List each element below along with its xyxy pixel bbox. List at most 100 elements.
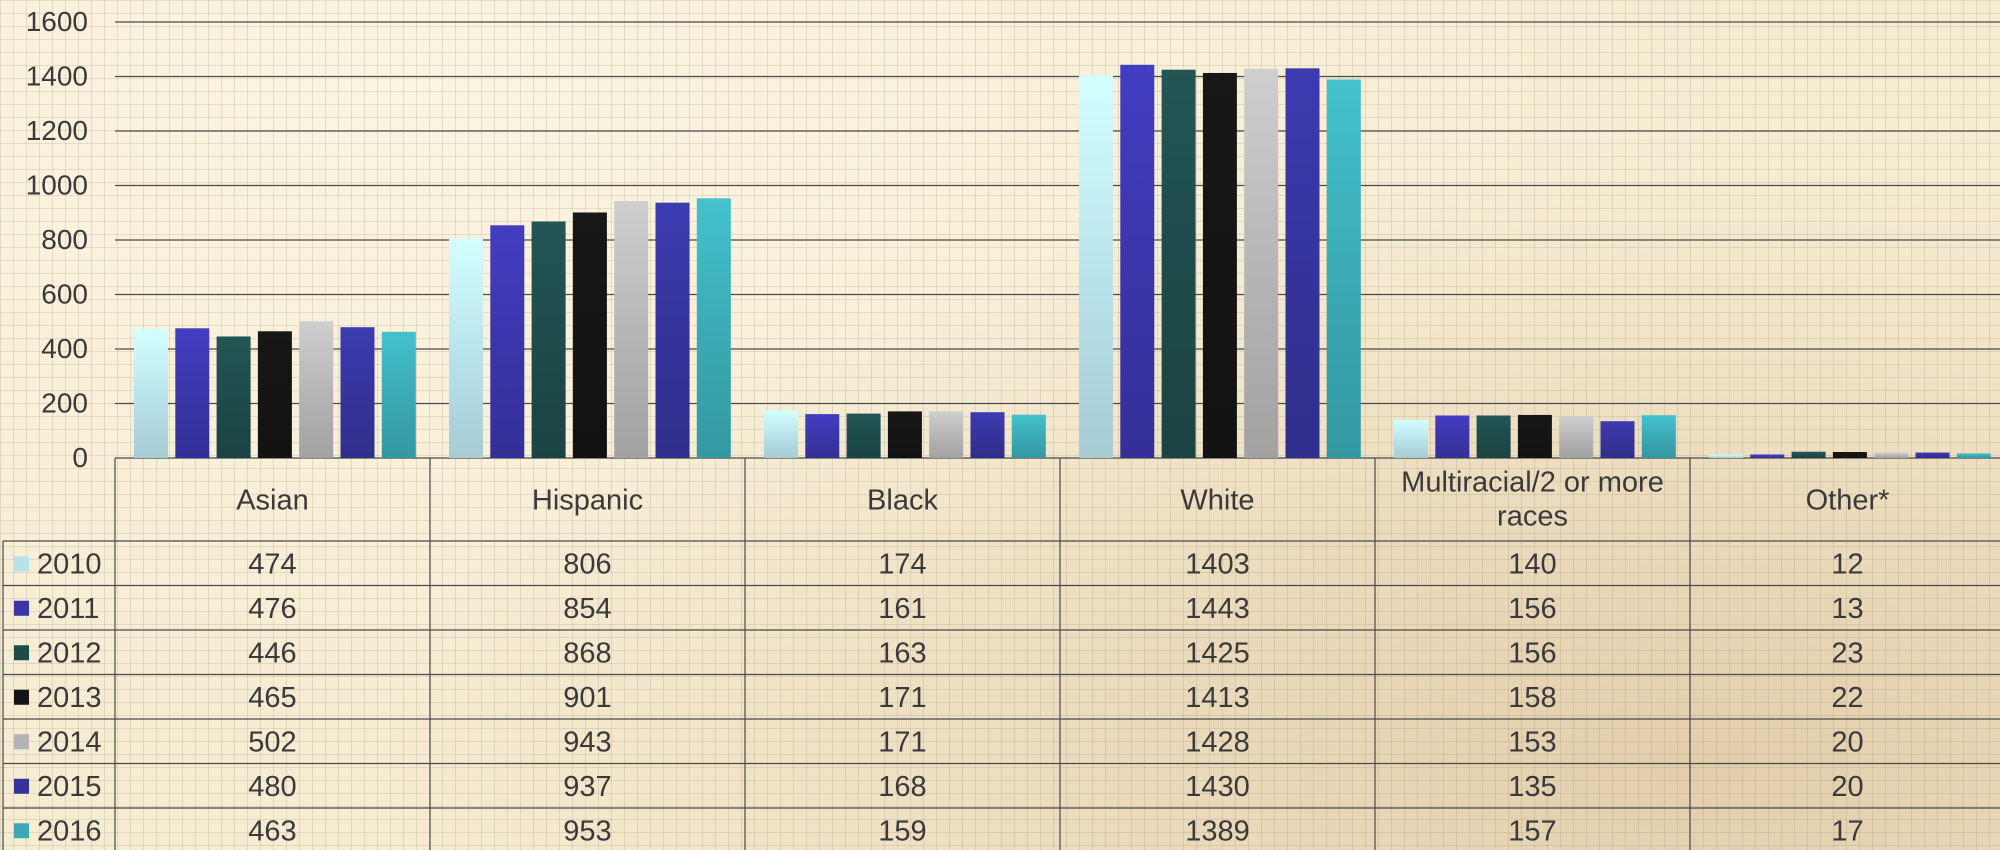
bar-black-2010 <box>764 410 798 458</box>
category-label-multiracial-2-or-more-races: races <box>1497 501 1568 533</box>
table-cell-2012-white: 1425 <box>1185 637 1250 669</box>
legend-label-2012: 2012 <box>37 637 102 669</box>
bar-white-2013 <box>1202 72 1237 459</box>
table-cell-2011-white: 1443 <box>1185 593 1250 625</box>
bar-asian-2015 <box>340 327 375 458</box>
y-tick-label: 400 <box>41 333 88 364</box>
table-cell-2015-black: 168 <box>878 771 926 803</box>
legend-key-2015 <box>14 778 29 794</box>
table-cell-2016-white: 1389 <box>1185 815 1250 847</box>
y-tick-label: 1200 <box>26 115 88 146</box>
bar-black-2011 <box>805 414 840 458</box>
bar-hispanic-2010 <box>449 238 483 458</box>
table-cell-2010-black: 174 <box>878 548 926 580</box>
table-cell-2013-black: 171 <box>878 682 926 714</box>
y-tick-label: 800 <box>41 224 88 255</box>
bar-multiracial-2-or-more-races-2015 <box>1600 421 1635 458</box>
y-tick-label: 1000 <box>26 170 88 201</box>
table-cell-2016-multiracial-2-or-more-races: 157 <box>1508 815 1556 847</box>
table-cell-2014-multiracial-2-or-more-races: 153 <box>1508 726 1556 758</box>
bar-white-2010 <box>1079 75 1113 459</box>
legend-key-2014 <box>14 734 29 750</box>
bar-white-2012 <box>1161 69 1196 458</box>
category-label-multiracial-2-or-more-races: Multiracial/2 or more <box>1401 467 1664 499</box>
table-cell-2010-other: 12 <box>1831 548 1863 580</box>
bar-black-2016 <box>1011 414 1046 458</box>
bar-other-2014 <box>1874 452 1909 458</box>
category-label-black: Black <box>867 485 938 517</box>
table-cell-2013-white: 1413 <box>1185 682 1250 714</box>
category-label-hispanic: Hispanic <box>532 485 643 517</box>
bar-other-2015 <box>1915 452 1950 458</box>
table-cell-2015-multiracial-2-or-more-races: 135 <box>1508 771 1556 803</box>
table-cell-2013-asian: 465 <box>248 682 296 714</box>
bar-black-2013 <box>887 411 922 458</box>
table-cell-2010-multiracial-2-or-more-races: 140 <box>1508 548 1556 580</box>
table-cell-2011-asian: 476 <box>248 593 296 625</box>
bar-hispanic-2016 <box>696 198 731 458</box>
bar-black-2012 <box>846 413 881 458</box>
bar-asian-2012 <box>216 336 251 458</box>
bar-other-2016 <box>1956 453 1991 458</box>
gridlines <box>115 21 2000 459</box>
legend-key-2010 <box>14 556 29 572</box>
data-table: Asian Hispanic Black White Multiracial/2 or … <box>2 458 2000 850</box>
category-label-white: White <box>1180 485 1254 517</box>
bar-asian-2010 <box>134 328 168 458</box>
y-tick-label: 1600 <box>26 6 88 37</box>
bar-asian-2011 <box>175 328 210 458</box>
bars <box>134 64 1991 459</box>
bar-white-2015 <box>1285 68 1320 458</box>
table-cell-2012-asian: 446 <box>248 637 296 669</box>
table-cell-2014-hispanic: 943 <box>563 726 611 758</box>
table-cell-2016-asian: 463 <box>248 815 296 847</box>
bar-multiracial-2-or-more-races-2011 <box>1435 415 1470 458</box>
category-label-asian: Asian <box>236 485 309 517</box>
table-cell-2011-other: 13 <box>1831 593 1863 625</box>
table-cell-2016-hispanic: 953 <box>563 815 611 847</box>
legend-key-2016 <box>14 823 29 839</box>
table-cell-2012-hispanic: 868 <box>563 637 611 669</box>
table-cell-2010-hispanic: 806 <box>563 548 611 580</box>
bar-hispanic-2015 <box>655 202 690 458</box>
table-cell-2010-white: 1403 <box>1185 548 1250 580</box>
legend-label-2014: 2014 <box>37 726 102 758</box>
bar-hispanic-2014 <box>614 201 649 458</box>
table-cell-2014-black: 171 <box>878 726 926 758</box>
legend-label-2010: 2010 <box>37 548 102 580</box>
legend-label-2015: 2015 <box>37 771 102 803</box>
bar-hispanic-2011 <box>490 225 525 458</box>
table-cell-2011-multiracial-2-or-more-races: 156 <box>1508 593 1556 625</box>
y-axis-ticks: 0 200 400 600 800 1000 1200 1400 1600 <box>26 6 88 473</box>
bar-white-2016 <box>1326 79 1361 458</box>
table-cell-2014-asian: 502 <box>248 726 296 758</box>
bar-hispanic-2013 <box>572 212 607 458</box>
bar-multiracial-2-or-more-races-2012 <box>1476 415 1511 458</box>
bar-other-2013 <box>1832 452 1867 458</box>
legend-label-2011: 2011 <box>37 593 99 625</box>
table-cell-2012-black: 163 <box>878 637 926 669</box>
bar-multiracial-2-or-more-races-2013 <box>1517 414 1552 458</box>
bar-black-2014 <box>929 411 964 458</box>
y-tick-label: 600 <box>41 279 88 310</box>
table-cell-2016-black: 159 <box>878 815 926 847</box>
table-cell-2013-hispanic: 901 <box>563 682 611 714</box>
table-cell-2015-other: 20 <box>1831 771 1863 803</box>
table-cell-2015-asian: 480 <box>248 771 296 803</box>
bar-white-2011 <box>1120 64 1155 458</box>
bar-white-2014 <box>1244 68 1279 459</box>
bar-asian-2013 <box>257 331 292 458</box>
table-cell-2016-other: 17 <box>1831 815 1863 847</box>
table-cell-2011-black: 161 <box>878 593 926 625</box>
bar-hispanic-2012 <box>531 221 566 458</box>
legend-key-2013 <box>14 689 29 705</box>
bar-other-2011 <box>1750 454 1785 458</box>
bar-multiracial-2-or-more-races-2014 <box>1559 416 1594 458</box>
table-cell-2015-white: 1430 <box>1185 771 1250 803</box>
table-cell-2014-white: 1428 <box>1185 726 1250 758</box>
legend-key-2012 <box>14 645 29 661</box>
table-cell-2012-other: 23 <box>1831 637 1863 669</box>
y-tick-label: 200 <box>41 388 88 419</box>
table-cell-2014-other: 20 <box>1831 726 1863 758</box>
